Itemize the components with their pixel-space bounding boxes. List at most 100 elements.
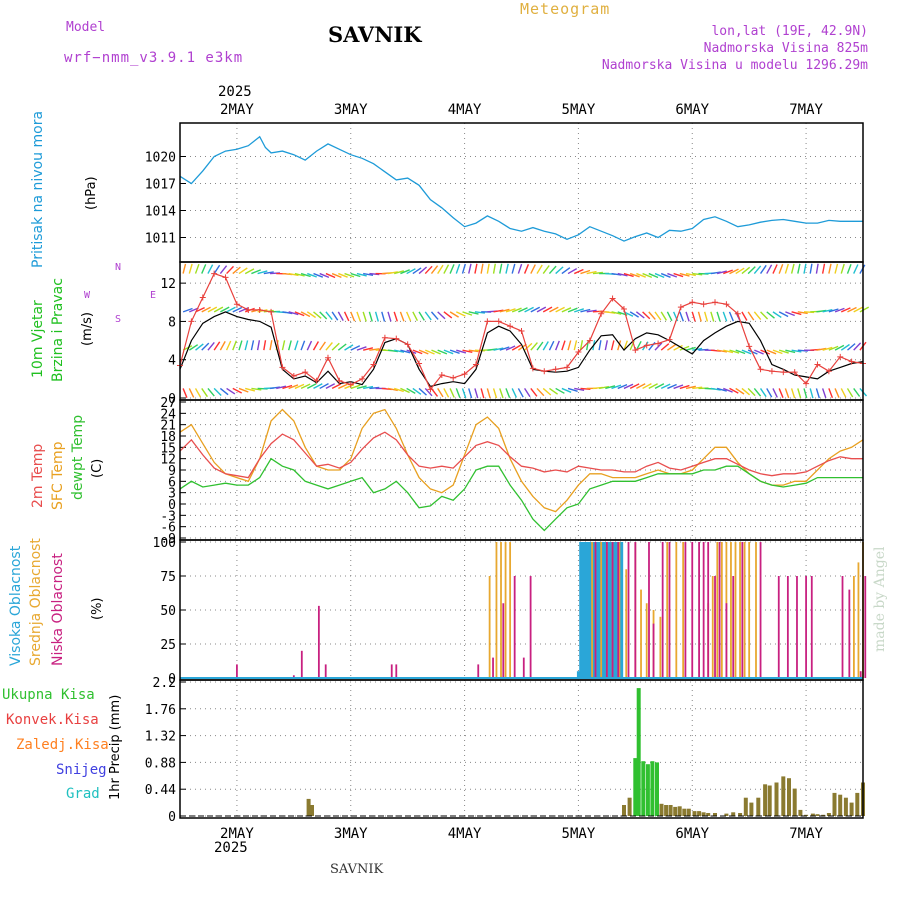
wind-barb bbox=[207, 264, 214, 274]
wind-barb bbox=[449, 349, 460, 354]
precip-bar bbox=[763, 784, 768, 816]
wind-barb bbox=[753, 387, 762, 397]
wind-barb bbox=[356, 385, 367, 390]
wind-barb bbox=[716, 311, 721, 322]
wind-barb bbox=[729, 268, 739, 275]
wind-barb bbox=[213, 306, 224, 313]
wind-barb bbox=[424, 311, 432, 321]
wind-barb bbox=[276, 385, 287, 390]
panel-frame-0 bbox=[179, 122, 864, 263]
precip-bar bbox=[655, 762, 659, 816]
wind-barb bbox=[735, 267, 745, 275]
wind-barb bbox=[598, 340, 602, 351]
y-tick-label-4-3: 1.32 bbox=[145, 730, 176, 745]
y-tick-label-2-7: 12 bbox=[160, 453, 176, 468]
wind-barb bbox=[840, 263, 845, 274]
wind-barb bbox=[350, 345, 361, 351]
wind-barb bbox=[797, 388, 802, 399]
y-tick-label-2-8: 15 bbox=[160, 441, 176, 456]
wind-barb bbox=[219, 387, 229, 396]
gust-marker bbox=[746, 343, 753, 350]
wind-barb bbox=[554, 340, 560, 351]
wind-barb bbox=[536, 264, 543, 274]
wind-barb bbox=[741, 311, 748, 321]
wind-barb bbox=[586, 270, 597, 275]
wind-barb bbox=[499, 388, 504, 399]
wind-barb bbox=[431, 349, 441, 355]
wind-barb bbox=[530, 388, 538, 397]
coords-text: lon,lat (19E, 42.9N) bbox=[711, 24, 868, 39]
wind-barb bbox=[511, 344, 522, 351]
gust-marker bbox=[404, 341, 411, 348]
gust-marker bbox=[825, 368, 832, 375]
wind-barb bbox=[785, 349, 796, 354]
precip-bar bbox=[792, 788, 797, 816]
wind-barb bbox=[797, 263, 801, 274]
gust-marker bbox=[256, 306, 263, 313]
y-tick-label-3-0: 0 bbox=[168, 672, 176, 687]
wind-barb bbox=[505, 388, 511, 398]
wind-barb bbox=[492, 388, 498, 399]
wind-barb bbox=[406, 268, 416, 275]
wind-barb bbox=[660, 272, 671, 278]
gust-marker bbox=[233, 301, 240, 308]
precip-bar bbox=[701, 812, 706, 816]
wind-barb bbox=[840, 343, 850, 351]
wind-barb bbox=[778, 349, 789, 354]
wind-barb bbox=[418, 349, 429, 355]
wind-barb bbox=[821, 263, 826, 274]
wind-barb bbox=[548, 265, 557, 275]
wind-barb bbox=[834, 307, 845, 313]
wind-barb bbox=[679, 345, 690, 351]
x-tick-bottom-3MAY: 3MAY bbox=[334, 826, 368, 842]
wind-barb bbox=[667, 272, 678, 278]
altitude-text: Nadmorska Visina 825m bbox=[703, 41, 868, 56]
y-tick-label-0-3: 1020 bbox=[145, 151, 176, 166]
wind-barb bbox=[754, 349, 764, 355]
precip-bar bbox=[673, 806, 678, 816]
wind-barb bbox=[294, 272, 305, 277]
wind-barb bbox=[430, 265, 439, 275]
model-label: Model bbox=[66, 20, 106, 35]
wind-barb bbox=[555, 387, 565, 394]
wind-barb bbox=[815, 263, 819, 274]
gust-marker bbox=[620, 305, 627, 312]
precip-bar bbox=[724, 813, 729, 816]
wind-barb bbox=[424, 265, 433, 275]
precip-bar bbox=[781, 776, 786, 816]
precip-bar bbox=[627, 797, 632, 816]
wind-barb bbox=[232, 266, 241, 275]
wind-barb bbox=[505, 263, 509, 274]
wind-barb bbox=[834, 344, 845, 351]
wind-barb bbox=[344, 272, 355, 278]
wind-barb bbox=[387, 271, 398, 275]
wind-barb bbox=[760, 311, 769, 320]
y-tick-label-4-2: 0.88 bbox=[145, 756, 176, 771]
wind-barb bbox=[673, 272, 684, 278]
wind-barb bbox=[853, 342, 862, 351]
y-tick-label-3-3: 75 bbox=[160, 570, 176, 585]
wind-barb bbox=[288, 384, 299, 390]
y-tick-label-4-0: 0 bbox=[168, 810, 176, 825]
wind-barb bbox=[188, 388, 195, 398]
y-tick-label-1-0: 0 bbox=[168, 392, 176, 407]
wind-barb bbox=[300, 311, 311, 318]
wind-barb bbox=[344, 384, 355, 390]
gust-marker bbox=[359, 375, 366, 382]
wind-barb bbox=[673, 344, 683, 351]
wind-barb bbox=[319, 272, 330, 279]
wind-barb bbox=[834, 388, 840, 398]
wind-barb bbox=[828, 345, 839, 351]
wind-barb bbox=[511, 263, 516, 274]
wind-barb bbox=[188, 263, 193, 274]
wind-barb bbox=[400, 349, 411, 354]
wind-barb bbox=[648, 383, 658, 390]
wind-barb bbox=[437, 264, 444, 274]
gust-marker bbox=[199, 294, 206, 301]
gust-marker bbox=[336, 377, 343, 384]
wind-barb bbox=[225, 340, 232, 351]
wind-barb bbox=[723, 349, 734, 354]
wind-barb bbox=[418, 387, 427, 396]
wind-barb bbox=[760, 349, 771, 355]
precip-bar bbox=[743, 797, 748, 816]
